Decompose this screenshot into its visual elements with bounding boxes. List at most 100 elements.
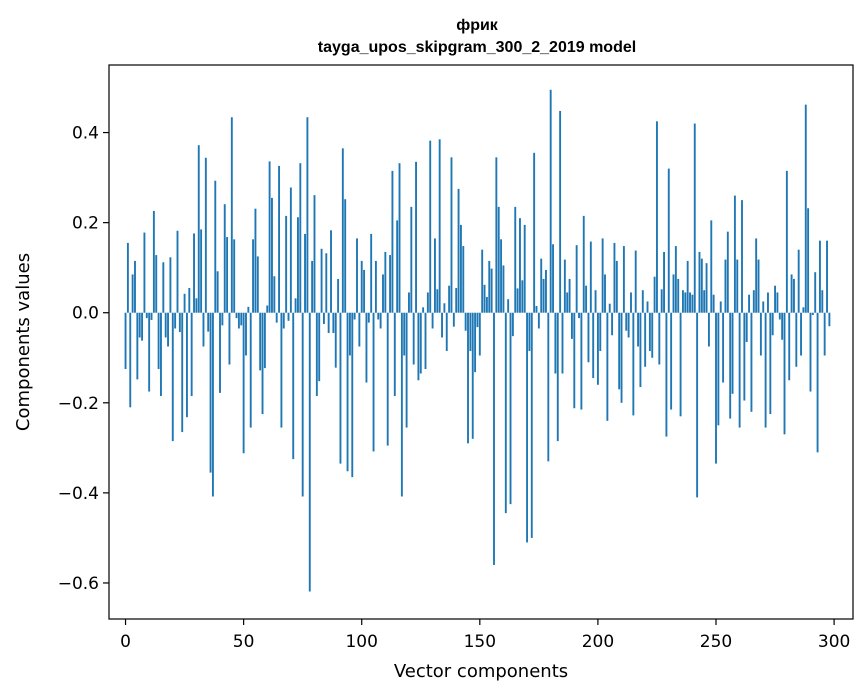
bar-component-154 — [488, 260, 491, 313]
bar-component-4 — [134, 260, 136, 313]
bar-component-145 — [467, 312, 469, 444]
bar-component-44 — [228, 312, 231, 365]
bar-component-115 — [396, 220, 399, 313]
bar-component-79 — [311, 260, 314, 313]
bar-component-189 — [570, 312, 573, 339]
bar-component-62 — [271, 197, 273, 313]
bar-component-83 — [320, 248, 323, 313]
bar-component-206 — [611, 312, 614, 336]
bar-component-20 — [171, 312, 174, 442]
bar-component-182 — [554, 312, 557, 374]
bar-component-80 — [313, 195, 316, 313]
plot-frame — [108, 64, 854, 620]
bar-component-276 — [776, 292, 779, 313]
bar-component-203 — [604, 274, 606, 313]
bar-component-49 — [240, 312, 243, 326]
bar-component-292 — [814, 272, 817, 313]
bar-component-240 — [691, 294, 694, 313]
bar-component-190 — [573, 312, 576, 409]
bar-component-93 — [344, 199, 347, 313]
bar-component-280 — [785, 170, 788, 313]
y-tick-label: −0.6 — [58, 574, 99, 594]
bar-component-18 — [167, 312, 169, 347]
bar-component-163 — [509, 312, 512, 505]
bar-component-46 — [233, 239, 236, 313]
bar-component-181 — [552, 244, 554, 313]
bar-component-186 — [563, 259, 566, 313]
x-axis-label: Vector components — [394, 661, 568, 682]
bar-component-241 — [693, 123, 696, 313]
bar-component-12 — [152, 210, 155, 313]
bar-component-205 — [608, 303, 611, 313]
bar-component-270 — [762, 301, 765, 313]
bar-component-42 — [223, 204, 226, 313]
bar-component-119 — [405, 312, 408, 428]
bar-component-55 — [254, 208, 257, 313]
bar-component-102 — [365, 312, 368, 383]
y-tick-label: 0.0 — [72, 304, 99, 324]
bar-component-85 — [325, 253, 328, 313]
bar-component-66 — [280, 312, 283, 428]
bar-component-220 — [644, 312, 647, 367]
bar-component-61 — [268, 161, 271, 313]
bar-component-114 — [393, 312, 396, 397]
bar-component-81 — [315, 312, 318, 397]
bar-component-159 — [500, 239, 503, 313]
bar-component-84 — [322, 312, 325, 324]
bar-component-288 — [804, 104, 807, 313]
bar-component-136 — [445, 312, 448, 351]
bar-component-230 — [667, 168, 670, 313]
bar-component-21 — [174, 312, 177, 329]
bar-component-291 — [811, 312, 814, 315]
bar-component-289 — [807, 208, 810, 313]
bar-component-185 — [561, 312, 564, 374]
bar-component-275 — [774, 285, 776, 313]
bar-component-187 — [566, 292, 569, 313]
bar-component-65 — [278, 165, 280, 313]
bar-component-86 — [327, 312, 330, 333]
bar-component-39 — [216, 271, 219, 313]
bar-component-198 — [592, 312, 595, 379]
bar-component-221 — [646, 301, 649, 313]
bar-component-28 — [190, 312, 193, 397]
bar-component-99 — [358, 312, 361, 347]
bar-component-90 — [337, 278, 340, 313]
bar-component-211 — [622, 246, 625, 313]
bar-component-236 — [682, 290, 684, 313]
bar-component-239 — [689, 292, 691, 313]
bar-component-120 — [408, 292, 410, 313]
bar-component-111 — [386, 312, 389, 446]
bar-component-256 — [729, 312, 732, 419]
bar-component-104 — [370, 233, 373, 313]
bar-component-60 — [266, 305, 269, 313]
bar-component-35 — [207, 312, 210, 332]
bar-component-100 — [360, 260, 363, 313]
bar-component-216 — [634, 250, 637, 313]
bar-component-294 — [818, 240, 821, 313]
bar-component-13 — [155, 255, 158, 313]
bar-component-213 — [627, 312, 630, 338]
bar-component-155 — [490, 268, 493, 313]
bar-component-5 — [136, 312, 139, 380]
bar-component-290 — [809, 312, 812, 392]
bar-component-139 — [452, 312, 455, 327]
bar-component-246 — [705, 263, 708, 313]
bar-component-255 — [726, 231, 729, 313]
bar-component-200 — [596, 312, 599, 385]
bar-component-110 — [384, 251, 387, 313]
bar-component-122 — [412, 312, 415, 365]
bar-component-146 — [469, 312, 472, 351]
bar-component-132 — [436, 289, 439, 313]
bar-component-265 — [750, 312, 753, 412]
bar-component-212 — [625, 312, 628, 331]
bar-component-112 — [389, 255, 392, 313]
bar-component-150 — [478, 312, 481, 356]
bar-component-25 — [183, 293, 186, 313]
bar-component-33 — [202, 312, 205, 347]
bar-component-293 — [816, 312, 819, 453]
bar-component-271 — [764, 312, 767, 428]
bar-component-58 — [261, 312, 264, 415]
bar-component-125 — [419, 312, 422, 374]
bar-component-194 — [582, 215, 585, 313]
bar-component-9 — [145, 312, 148, 319]
